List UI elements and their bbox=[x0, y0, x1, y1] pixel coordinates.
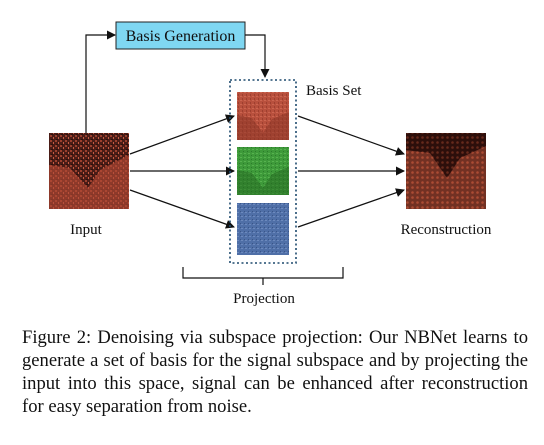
arrow-basis-generation-to-basis-set bbox=[245, 34, 270, 78]
basis-tile-blue bbox=[237, 203, 289, 255]
input-image bbox=[49, 133, 129, 209]
arrow-input-to-blue-basis bbox=[129, 189, 235, 229]
reconstruction-label: Reconstruction bbox=[401, 222, 492, 238]
figure-caption: Figure 2: Denoising via subspace project… bbox=[22, 327, 528, 417]
arrow-input-to-basis-generation bbox=[85, 30, 116, 133]
basis-tile-red bbox=[237, 92, 289, 140]
projection-label: Projection bbox=[233, 291, 295, 307]
basis-generation-box bbox=[115, 21, 246, 50]
input-label: Input bbox=[70, 222, 102, 238]
nbnet-diagram: Basis Generation Input Basis Set Reconst… bbox=[49, 21, 492, 307]
basis-set-label: Basis Set bbox=[306, 83, 362, 99]
arrow-input-to-red-basis bbox=[129, 114, 235, 155]
projection-bracket bbox=[182, 267, 344, 285]
basis-tile-green bbox=[237, 147, 289, 195]
basis-set-frame bbox=[229, 79, 297, 264]
reconstruction-image bbox=[406, 133, 486, 209]
arrow-blue-basis-to-reconstruction bbox=[297, 188, 405, 228]
basis-generation-label: Basis Generation bbox=[126, 28, 236, 45]
arrow-red-basis-to-reconstruction bbox=[297, 115, 405, 156]
